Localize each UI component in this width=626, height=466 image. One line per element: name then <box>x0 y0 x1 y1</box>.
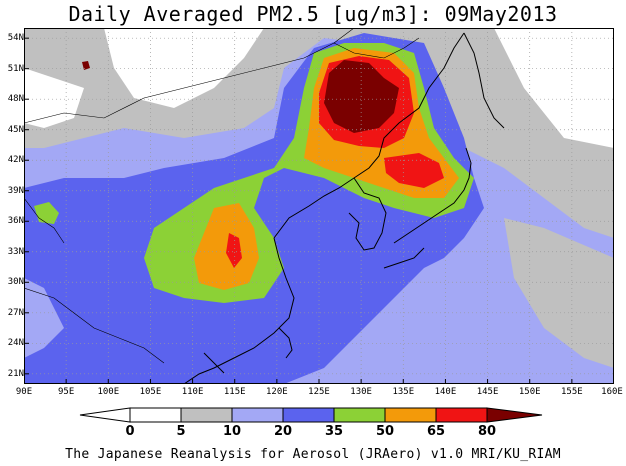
gridlines <box>24 28 614 384</box>
coastlines <box>183 32 505 384</box>
shade-0-5-northwest <box>24 68 84 128</box>
colorbar-arrow-high <box>486 407 543 423</box>
boundaries <box>24 28 420 364</box>
pm25-map <box>24 28 614 384</box>
shade-50-65-south <box>194 203 259 290</box>
colorbar-level-label: 0 <box>125 424 135 439</box>
longitude-tick-label: 155E <box>561 387 583 397</box>
colorbar-level-label: 50 <box>375 424 395 439</box>
colorbar-box <box>435 407 488 423</box>
longitude-tick-label: 150E <box>518 387 541 397</box>
colorbar-level-label: 20 <box>273 424 293 439</box>
colorbar-level-label: 10 <box>222 424 242 439</box>
shade-80-plus-small <box>82 61 90 70</box>
shade-65-80-east <box>384 153 444 188</box>
longitude-tick-label: 125E <box>308 387 330 397</box>
colorbar-boxes <box>79 407 543 423</box>
latitude-tick-label: 45N <box>7 124 24 135</box>
colorbar-level-label: 5 <box>176 424 186 439</box>
colorbar-level-label: 35 <box>324 424 344 439</box>
map-title: Daily Averaged PM2.5 [ug/m3]: 09May2013 <box>68 2 558 26</box>
latitude-tick-label: 36N <box>7 216 24 227</box>
longitude-tick-label: 140E <box>434 387 457 397</box>
longitude-tick-label: 95E <box>58 387 75 397</box>
longitude-tick-label: 110E <box>181 387 204 397</box>
map-canvas <box>24 28 614 384</box>
colorbar-level-label: 65 <box>426 424 446 439</box>
longitude-tick-label: 145E <box>476 387 499 397</box>
longitude-tick-label: 100E <box>97 387 120 397</box>
colorbar-box <box>384 407 437 423</box>
colorbar-level-label: 80 <box>477 424 497 439</box>
footer-credit: The Japanese Reanalysis for Aerosol (JRA… <box>65 447 561 462</box>
latitude-tick-label: 24N <box>7 338 24 349</box>
latitude-tick-label: 21N <box>7 368 24 379</box>
shade-5-10-southeast <box>504 218 614 368</box>
colorbar <box>79 407 543 423</box>
shade-0-5-north <box>104 28 264 108</box>
latitude-tick-label: 33N <box>7 246 24 257</box>
shade-65-80-south <box>226 233 242 268</box>
axis-ticks <box>24 37 614 384</box>
colorbar-box <box>231 407 284 423</box>
colorbar-box <box>129 407 182 423</box>
latitude-tick-label: 30N <box>7 277 24 288</box>
colorbar-box <box>180 407 233 423</box>
colorbar-box <box>282 407 335 423</box>
latitude-tick-label: 39N <box>7 185 24 196</box>
latitude-tick-label: 54N <box>7 33 24 44</box>
colorbar-box <box>333 407 386 423</box>
latitude-tick-label: 42N <box>7 155 24 166</box>
latitude-tick-label: 48N <box>7 94 24 105</box>
shade-80-plus <box>324 60 399 133</box>
longitude-tick-label: 120E <box>266 387 288 397</box>
longitude-tick-label: 90E <box>15 387 33 397</box>
colorbar-arrow-low <box>79 407 131 423</box>
latitude-tick-label: 51N <box>7 63 24 74</box>
latitude-tick-label: 27N <box>7 307 24 318</box>
longitude-tick-label: 115E <box>223 387 246 397</box>
longitude-tick-label: 135E <box>392 387 415 397</box>
longitude-tick-label: 130E <box>350 387 372 397</box>
shade-0-5-east <box>494 28 614 148</box>
longitude-tick-label: 160E <box>601 387 623 397</box>
longitude-tick-label: 105E <box>139 387 162 397</box>
